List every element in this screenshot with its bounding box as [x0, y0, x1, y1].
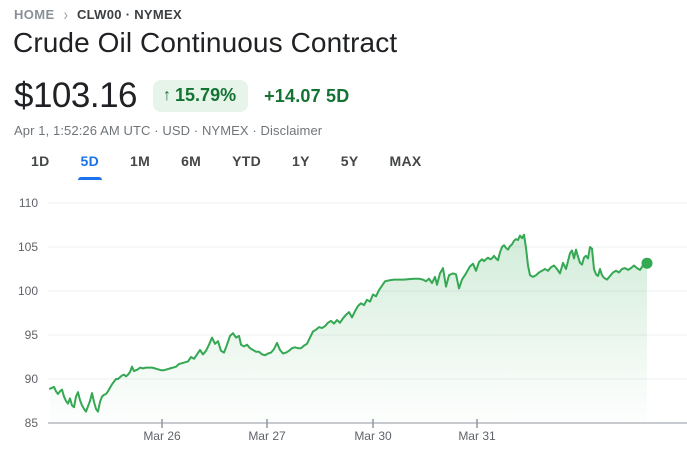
- tab-max[interactable]: MAX: [389, 153, 422, 169]
- change-percent-value: 15.79%: [175, 85, 237, 105]
- range-tabs: 1D 5D 1M 6M YTD 1Y 5Y MAX: [31, 150, 422, 180]
- page-title: Crude Oil Continuous Contract: [13, 27, 398, 58]
- svg-text:Mar 27: Mar 27: [248, 429, 286, 443]
- svg-text:85: 85: [25, 416, 39, 430]
- last-price-dot: [641, 257, 653, 269]
- area-fill: [50, 234, 647, 423]
- tab-5y[interactable]: 5Y: [340, 153, 359, 169]
- tab-1m[interactable]: 1M: [130, 153, 151, 169]
- y-axis-labels: 85 90 95 100 105 110: [18, 196, 38, 430]
- tab-ytd[interactable]: YTD: [232, 153, 262, 169]
- change-absolute: +14.07 5D: [264, 85, 350, 106]
- current-price: $103.16: [14, 76, 138, 115]
- tab-1y[interactable]: 1Y: [292, 153, 310, 169]
- chevron-right-icon: ›: [63, 5, 68, 24]
- quote-meta: Apr 1, 1:52:26 AM UTC · USD · NYMEX · Di…: [14, 123, 322, 138]
- svg-text:105: 105: [18, 240, 38, 254]
- change-percent-badge: ↑ 15.79%: [153, 80, 249, 112]
- svg-text:100: 100: [18, 284, 38, 298]
- price-chart-svg[interactable]: 85 90 95 100 105 110 Mar 26 Mar 27 Mar 30 Mar 31: [0, 190, 687, 458]
- x-axis: Mar 26 Mar 27 Mar 30 Mar 31: [143, 419, 496, 443]
- breadcrumb-home-link[interactable]: HOME: [14, 7, 55, 22]
- price-chart[interactable]: 85 90 95 100 105 110 Mar 26 Mar 27 Mar 30 Mar 31: [0, 190, 687, 458]
- price-line: [49, 233, 648, 413]
- svg-text:95: 95: [25, 328, 39, 342]
- svg-text:90: 90: [25, 372, 39, 386]
- breadcrumb-symbol: CLW00 · NYMEX: [76, 7, 182, 22]
- svg-text:Mar 30: Mar 30: [354, 429, 392, 443]
- breadcrumb: HOME › CLW00 · NYMEX: [14, 5, 182, 24]
- svg-text:110: 110: [19, 196, 38, 210]
- quote-price-row: $103.16 ↑ 15.79% +14.07 5D: [14, 76, 349, 116]
- svg-text:Mar 26: Mar 26: [143, 429, 181, 443]
- svg-text:Mar 31: Mar 31: [458, 429, 496, 443]
- tab-6m[interactable]: 6M: [181, 153, 202, 169]
- disclaimer-link[interactable]: Disclaimer: [260, 123, 323, 138]
- quote-meta-text: Apr 1, 1:52:26 AM UTC · USD · NYMEX ·: [14, 123, 261, 138]
- up-arrow-icon: ↑: [163, 86, 172, 104]
- tab-5d[interactable]: 5D: [77, 150, 102, 180]
- tab-1d[interactable]: 1D: [31, 153, 50, 169]
